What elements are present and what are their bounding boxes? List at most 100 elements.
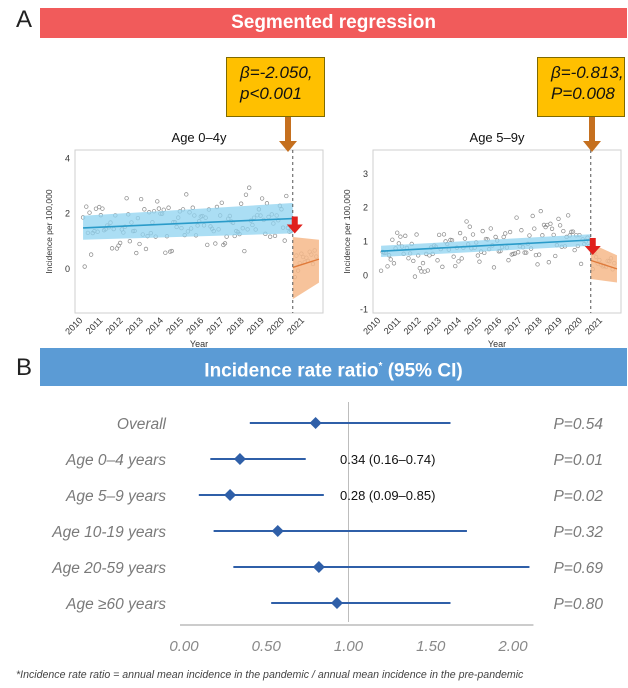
data-point bbox=[569, 229, 574, 234]
data-point bbox=[88, 252, 94, 257]
data-point bbox=[403, 233, 408, 238]
p-value-5: P=0.80 bbox=[553, 596, 603, 613]
data-point bbox=[501, 234, 506, 240]
p-value-2: P=0.02 bbox=[553, 488, 603, 505]
data-point bbox=[546, 260, 551, 265]
segmented-regression-banner: Segmented regression bbox=[40, 8, 627, 38]
data-point bbox=[163, 250, 168, 255]
data-point bbox=[134, 250, 139, 256]
data-point bbox=[417, 265, 422, 271]
data-point bbox=[440, 264, 445, 269]
data-point bbox=[456, 259, 461, 264]
data-point bbox=[578, 261, 584, 267]
estimate-annotation-1: 0.34 (0.16–0.74) bbox=[340, 452, 435, 467]
data-point bbox=[388, 257, 393, 262]
data-point bbox=[419, 269, 424, 274]
data-point bbox=[459, 256, 464, 261]
data-point bbox=[242, 248, 247, 254]
data-point bbox=[247, 185, 252, 190]
forest-plot: 0.00 0.50 1.00 1.50 2.00 Overall P=0.54 Age 0–4… bbox=[51, 402, 603, 655]
data-point bbox=[556, 216, 561, 222]
drop-arrow-shaft bbox=[291, 216, 298, 225]
data-point bbox=[425, 268, 430, 273]
estimate-marker-1 bbox=[233, 453, 246, 465]
forest-x-tick-4: 2.00 bbox=[497, 638, 528, 655]
data-point bbox=[391, 261, 397, 266]
data-point bbox=[238, 201, 244, 206]
estimate-marker-5 bbox=[330, 597, 343, 609]
x-tick-label-9: 2019 bbox=[245, 315, 266, 336]
data-point bbox=[488, 226, 493, 231]
data-point bbox=[536, 252, 542, 257]
forest-x-tick-0: 0.00 bbox=[169, 638, 199, 655]
irr-banner-title: Incidence rate ratio bbox=[204, 360, 379, 382]
p-value-0: P=0.54 bbox=[553, 416, 603, 433]
p-value-4: P=0.69 bbox=[553, 560, 603, 577]
data-point bbox=[137, 241, 142, 247]
data-point bbox=[398, 234, 403, 239]
x-tick-label-1: 2011 bbox=[84, 315, 105, 336]
callout-age-5-9-p: P=0.008 bbox=[551, 84, 615, 103]
data-point bbox=[118, 240, 123, 246]
panel-a-letter: A bbox=[16, 6, 33, 33]
data-point bbox=[453, 263, 458, 269]
y-tick-label-2: 4 bbox=[65, 153, 70, 163]
data-point bbox=[507, 229, 513, 235]
data-point bbox=[491, 265, 497, 270]
data-point bbox=[561, 228, 566, 234]
x-tick-label-8: 2018 bbox=[523, 315, 544, 336]
row-label-1: Age 0–4 years bbox=[65, 452, 166, 469]
data-point bbox=[464, 219, 469, 224]
pandemic-trend-line bbox=[590, 259, 618, 270]
data-point bbox=[259, 196, 265, 201]
y-tick-label-4: 3 bbox=[363, 169, 368, 179]
data-point bbox=[467, 224, 472, 229]
data-point bbox=[441, 232, 447, 237]
data-point bbox=[514, 215, 519, 220]
data-point bbox=[557, 223, 563, 228]
data-point bbox=[169, 248, 174, 254]
data-point bbox=[272, 233, 278, 239]
estimate-annotation-2: 0.28 (0.09–0.85) bbox=[340, 488, 435, 503]
pandemic-ci-band bbox=[292, 237, 319, 300]
pre-pandemic-ci-band bbox=[83, 203, 293, 240]
data-point bbox=[385, 264, 390, 269]
data-point bbox=[268, 234, 273, 239]
x-tick-label-6: 2016 bbox=[184, 315, 205, 336]
x-tick-label-11: 2021 bbox=[285, 315, 306, 336]
data-point bbox=[462, 236, 468, 241]
y-tick-label-2: 1 bbox=[363, 237, 368, 247]
x-tick-label-1: 2011 bbox=[382, 315, 403, 336]
forest-x-tick-1: 0.50 bbox=[252, 638, 282, 655]
chart-title: Age 0–4y bbox=[172, 130, 227, 145]
data-point bbox=[503, 231, 508, 236]
y-tick-label-1: 2 bbox=[65, 209, 70, 219]
panel-b-letter: B bbox=[16, 354, 33, 381]
data-point bbox=[156, 206, 162, 211]
data-point bbox=[184, 192, 189, 197]
forest-x-tick-2: 1.00 bbox=[334, 638, 364, 655]
data-point bbox=[138, 196, 144, 202]
y-axis-label: Incidence per 100,000 bbox=[342, 189, 352, 273]
callout-age-5-9: β=-0.813, P=0.008 bbox=[537, 57, 625, 117]
y-axis-label: Incidence per 100,000 bbox=[44, 189, 54, 273]
data-point bbox=[522, 250, 527, 255]
x-tick-label-9: 2019 bbox=[543, 315, 564, 336]
data-point bbox=[87, 210, 92, 215]
data-point bbox=[412, 274, 418, 279]
p-value-1: P=0.01 bbox=[553, 452, 603, 469]
row-label-3: Age 10-19 years bbox=[51, 524, 166, 541]
data-point bbox=[436, 232, 442, 238]
x-tick-label-8: 2018 bbox=[225, 315, 246, 336]
data-point bbox=[549, 226, 555, 231]
data-point bbox=[222, 241, 228, 246]
data-point bbox=[530, 213, 535, 219]
x-axis-label: Year bbox=[190, 339, 208, 348]
x-tick-label-2: 2012 bbox=[104, 315, 125, 336]
y-tick-label-0: -1 bbox=[360, 305, 368, 315]
row-label-0: Overall bbox=[117, 416, 167, 433]
x-tick-label-4: 2014 bbox=[144, 315, 165, 336]
callout-age-0-4-p: p<0.001 bbox=[240, 84, 302, 103]
